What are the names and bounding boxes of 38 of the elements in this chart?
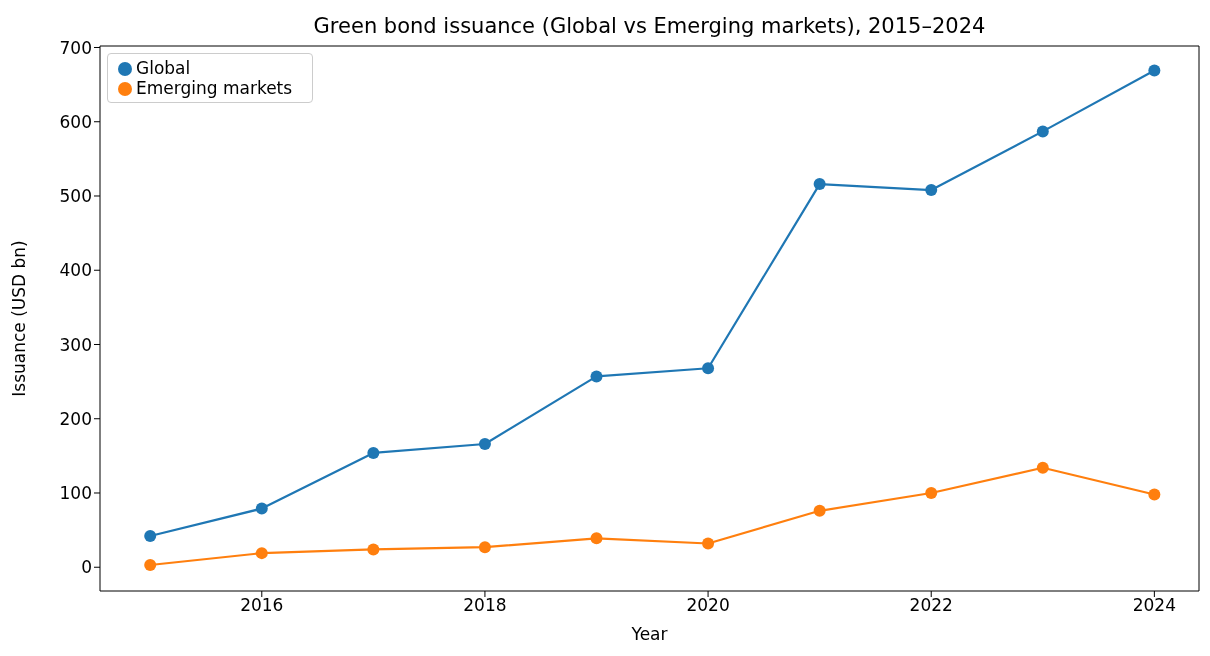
legend-label: Emerging markets bbox=[136, 78, 293, 98]
y-axis-title: Issuance (USD bn) bbox=[9, 240, 30, 397]
point bbox=[255, 547, 268, 560]
y-tick-label: 100 bbox=[59, 483, 92, 504]
point bbox=[144, 559, 157, 572]
point bbox=[925, 184, 938, 197]
point bbox=[1148, 488, 1161, 501]
point bbox=[1036, 461, 1049, 474]
point bbox=[367, 446, 380, 459]
x-axis-title: Year bbox=[630, 624, 668, 644]
point bbox=[813, 504, 826, 517]
y-tick-label: 300 bbox=[59, 334, 92, 355]
x-tick-label: 2018 bbox=[463, 595, 507, 616]
point bbox=[478, 541, 491, 554]
point bbox=[367, 543, 380, 556]
y-tick-label: 200 bbox=[59, 408, 92, 429]
point bbox=[590, 370, 603, 383]
point bbox=[925, 486, 938, 499]
point bbox=[144, 530, 157, 543]
x-tick-label: 2016 bbox=[240, 595, 284, 616]
point bbox=[813, 178, 826, 191]
x-tick-label: 2024 bbox=[1132, 595, 1176, 616]
point bbox=[702, 537, 715, 550]
x-tick-label: 2022 bbox=[909, 595, 953, 616]
point bbox=[478, 437, 491, 450]
point bbox=[702, 362, 715, 375]
y-tick-label: 0 bbox=[81, 557, 92, 578]
y-tick-label: 500 bbox=[59, 186, 92, 207]
chart-title: Green bond issuance (Global vs Emerging markets), 2015–2024 bbox=[312, 14, 987, 38]
point bbox=[255, 502, 268, 515]
point bbox=[1036, 125, 1049, 138]
point bbox=[590, 532, 603, 545]
y-tick-label: 600 bbox=[59, 111, 92, 132]
y-tick-label: 400 bbox=[59, 260, 92, 281]
x-tick-label: 2020 bbox=[686, 595, 730, 616]
legend-label: Global bbox=[136, 58, 191, 78]
y-tick-label: 700 bbox=[59, 37, 92, 58]
point bbox=[1148, 64, 1161, 77]
